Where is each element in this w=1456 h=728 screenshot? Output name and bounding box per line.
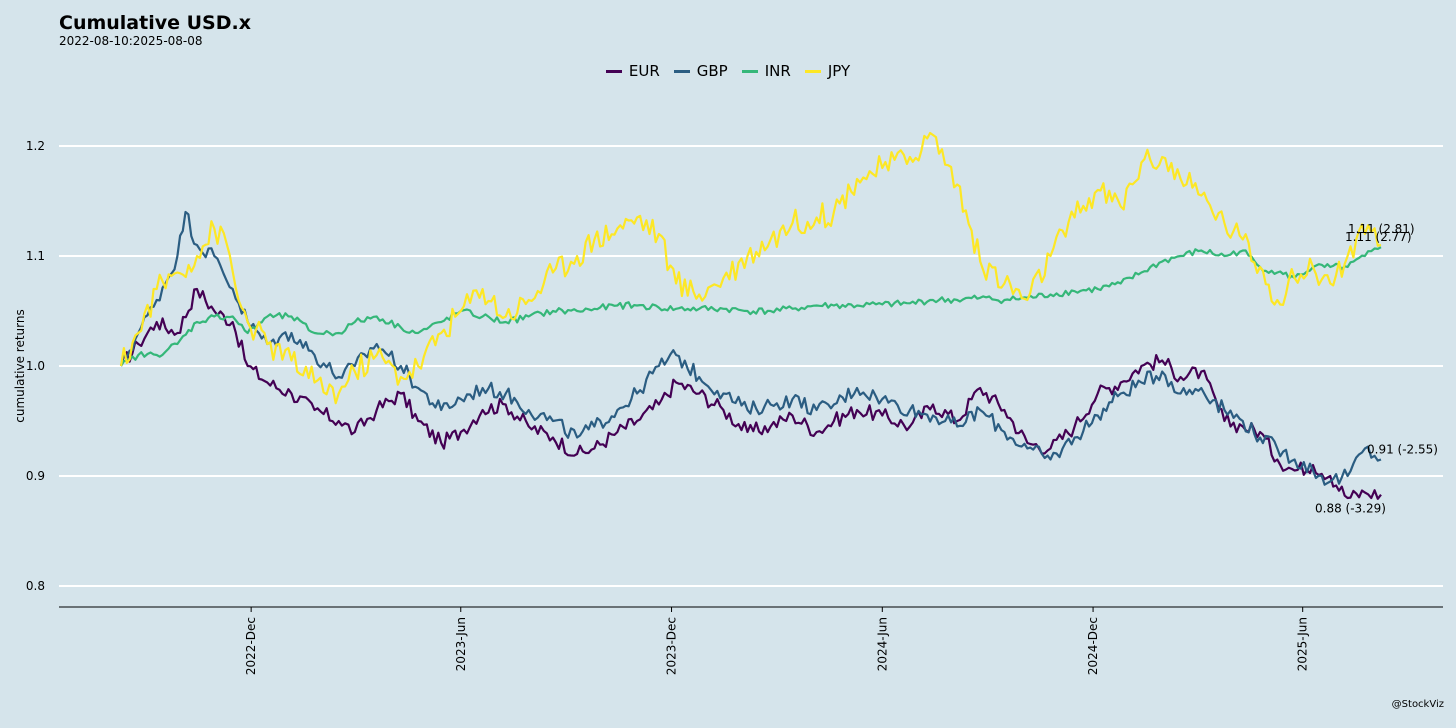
series-line-eur	[119, 287, 1382, 500]
y-tick-label: 1.1	[26, 249, 45, 263]
y-axis-title: cumulative returns	[13, 309, 27, 422]
y-tick-label: 1.2	[26, 139, 45, 153]
legend-label-inr: INR	[764, 62, 791, 80]
y-tick-label: 0.8	[26, 579, 45, 593]
legend-swatch-jpy	[804, 69, 821, 73]
legend: EUR GBP INR JPY	[0, 62, 1456, 80]
y-axis: 0.8 0.9 1.0 1.1 1.2	[26, 139, 45, 593]
end-label-gbp: 0.91 (-2.55)	[1367, 443, 1438, 457]
end-label-jpy: 1.11 (2.81)	[1348, 222, 1415, 236]
x-tick-label: 2023-Jun	[454, 617, 468, 671]
gridlines	[59, 145, 1443, 587]
x-tick-label: 2024-Jun	[875, 617, 889, 671]
legend-item-gbp: GBP	[673, 62, 728, 80]
legend-item-jpy: JPY	[804, 62, 851, 80]
legend-label-gbp: GBP	[696, 62, 728, 80]
x-tick-label: 2025-Jun	[1296, 617, 1310, 671]
series-line-inr	[120, 246, 1382, 367]
chart-title: Cumulative USD.x	[59, 12, 251, 34]
legend-swatch-gbp	[673, 69, 690, 73]
series-lines	[119, 131, 1382, 500]
y-tick-label: 1.0	[26, 359, 45, 373]
x-tick-label: 2024-Dec	[1086, 617, 1100, 675]
legend-label-jpy: JPY	[827, 62, 851, 80]
x-tick-label: 2022-Dec	[244, 617, 258, 675]
end-label-eur: 0.88 (-3.29)	[1315, 502, 1386, 516]
legend-label-eur: EUR	[628, 62, 660, 80]
end-labels: 0.88 (-3.29) 0.91 (-2.55) 1.11 (2.77)1.11 …	[1315, 222, 1438, 516]
y-tick-label: 0.9	[26, 469, 45, 483]
x-axis: 2022-Dec 2023-Jun 2023-Dec 2024-Jun 2024-Dec…	[244, 607, 1310, 675]
legend-swatch-inr	[741, 69, 758, 73]
x-tick-label: 2023-Dec	[665, 617, 679, 675]
chart-subtitle: 2022-08-10:2025-08-08	[59, 34, 203, 48]
series-line-jpy	[119, 131, 1382, 405]
legend-item-inr: INR	[741, 62, 791, 80]
chart-caption: @StockViz	[1391, 699, 1444, 710]
legend-item-eur: EUR	[605, 62, 660, 80]
legend-swatch-eur	[605, 69, 622, 73]
end-label-inr: 1.11 (2.77)	[1345, 230, 1412, 244]
series-line-gbp	[119, 210, 1382, 486]
